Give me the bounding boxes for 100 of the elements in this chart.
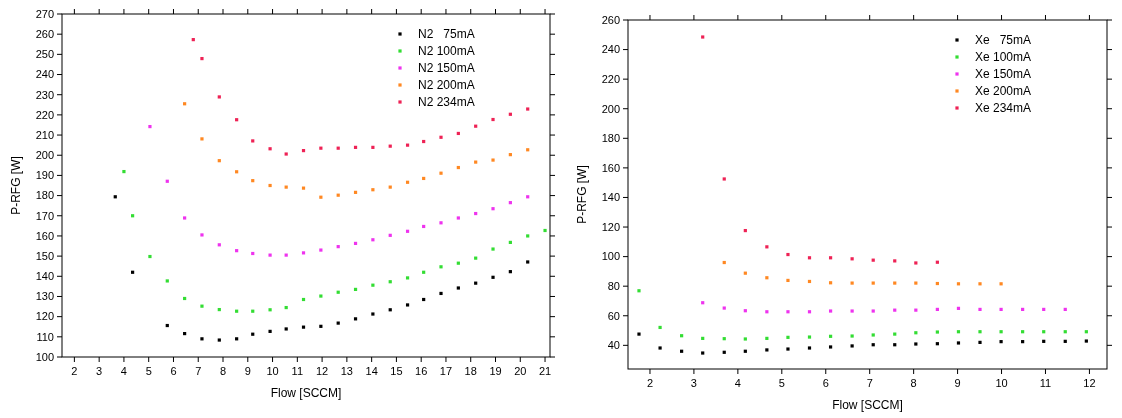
point [301, 251, 306, 255]
y-tick-label: 110 [36, 330, 54, 343]
y-tick-label: 180 [35, 189, 54, 202]
x-tick-label: 5 [145, 365, 152, 377]
point [999, 340, 1003, 344]
y-tick-label: 190 [35, 169, 54, 182]
point [956, 341, 961, 345]
point [183, 216, 187, 220]
point [722, 177, 726, 181]
point [251, 139, 255, 143]
legend-label: Xe 75mA [975, 33, 1032, 48]
point [786, 347, 790, 351]
point [491, 117, 495, 122]
x-tick-label: 3 [690, 377, 697, 389]
point [422, 224, 426, 229]
point [658, 346, 662, 350]
point [743, 337, 747, 341]
point [1042, 330, 1046, 334]
point [474, 124, 478, 128]
x-tick-label: 11 [1039, 377, 1052, 389]
point [405, 276, 410, 280]
point [807, 335, 812, 339]
x-tick-label: 8 [910, 377, 917, 389]
point [235, 249, 239, 253]
x-axis-title: Flow [SCCM] [270, 386, 342, 400]
point [828, 345, 833, 349]
point [999, 307, 1003, 311]
point [474, 281, 478, 285]
point [680, 349, 684, 353]
point [251, 179, 255, 183]
point [301, 325, 306, 329]
point [251, 332, 255, 336]
point [474, 211, 478, 216]
point [439, 291, 443, 296]
y-tick-label: 250 [35, 48, 54, 61]
point [353, 190, 358, 194]
x-tick-label: 4 [120, 365, 127, 377]
point [422, 270, 426, 274]
point [1063, 307, 1067, 311]
point [508, 201, 512, 205]
point [235, 118, 239, 122]
point [200, 56, 204, 61]
point [935, 281, 939, 286]
point [217, 243, 221, 247]
point [701, 351, 705, 355]
point [893, 332, 897, 336]
y-tick-label: 200 [601, 102, 620, 115]
point [122, 169, 126, 174]
y-tick-label: 120 [35, 310, 54, 323]
point [956, 306, 961, 310]
point [336, 193, 340, 197]
point [850, 309, 854, 313]
y-tick-label: 180 [601, 132, 620, 145]
point [893, 308, 897, 312]
x-tick-label: 5 [778, 377, 785, 389]
legend-label: Xe 150mA [975, 67, 1032, 82]
point [701, 336, 705, 340]
point [371, 238, 375, 242]
point [200, 304, 204, 308]
x-tick-label: 18 [464, 365, 477, 377]
point [765, 245, 769, 249]
point [765, 310, 769, 314]
point [319, 195, 323, 199]
point [743, 309, 747, 313]
point [217, 338, 221, 342]
point [526, 148, 530, 152]
point [217, 95, 221, 99]
point [978, 282, 982, 286]
y-tick-label: 140 [601, 191, 620, 204]
point [456, 261, 460, 265]
point [914, 342, 918, 346]
point [786, 278, 790, 283]
point [405, 303, 410, 307]
point [474, 160, 478, 164]
point [807, 256, 812, 260]
x-tick-label: 15 [390, 365, 403, 377]
point [914, 308, 918, 312]
point [850, 334, 854, 338]
legend-label: Xe 100mA [975, 50, 1032, 65]
point [850, 257, 854, 261]
legend-label: N2 75mA [418, 27, 475, 42]
point [526, 234, 530, 238]
y-tick-label: 60 [607, 309, 620, 322]
point [935, 307, 939, 311]
point [251, 309, 255, 313]
point [893, 343, 897, 347]
x-tick-label: 20 [514, 365, 527, 377]
point [336, 146, 340, 150]
x-tick-label: 10 [266, 365, 279, 377]
point [301, 186, 306, 190]
point [439, 265, 443, 269]
point [1021, 307, 1025, 311]
point [456, 216, 460, 220]
y-tick-label: 160 [601, 161, 620, 174]
x-tick-label: 6 [822, 377, 829, 389]
point [871, 333, 875, 337]
y-tick-label: 100 [35, 350, 54, 363]
y-tick-label: 170 [35, 209, 54, 222]
point [200, 233, 204, 237]
point [828, 256, 833, 260]
